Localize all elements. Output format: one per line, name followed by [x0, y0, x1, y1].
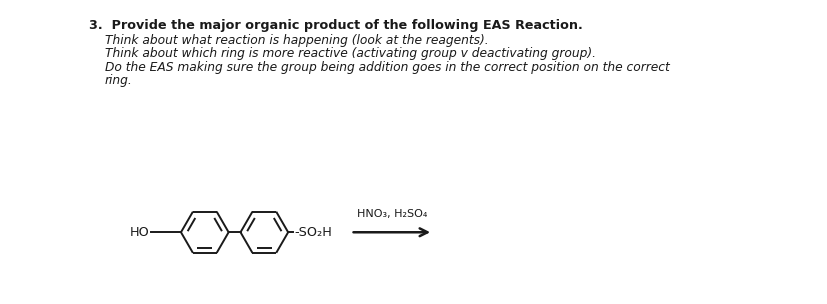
- Text: -SO₂H: -SO₂H: [294, 226, 332, 239]
- Text: Do the EAS making sure the group being addition goes in the correct position on : Do the EAS making sure the group being a…: [104, 61, 668, 74]
- Text: Think about what reaction is happening (look at the reagents).: Think about what reaction is happening (…: [104, 34, 488, 47]
- Text: ring.: ring.: [104, 74, 132, 87]
- Text: HNO₃, H₂SO₄: HNO₃, H₂SO₄: [356, 209, 427, 219]
- Text: Think about which ring is more reactive (activating group v deactivating group).: Think about which ring is more reactive …: [104, 47, 595, 60]
- Text: HO: HO: [129, 226, 149, 239]
- Text: 3.  Provide the major organic product of the following EAS Reaction.: 3. Provide the major organic product of …: [88, 19, 581, 32]
